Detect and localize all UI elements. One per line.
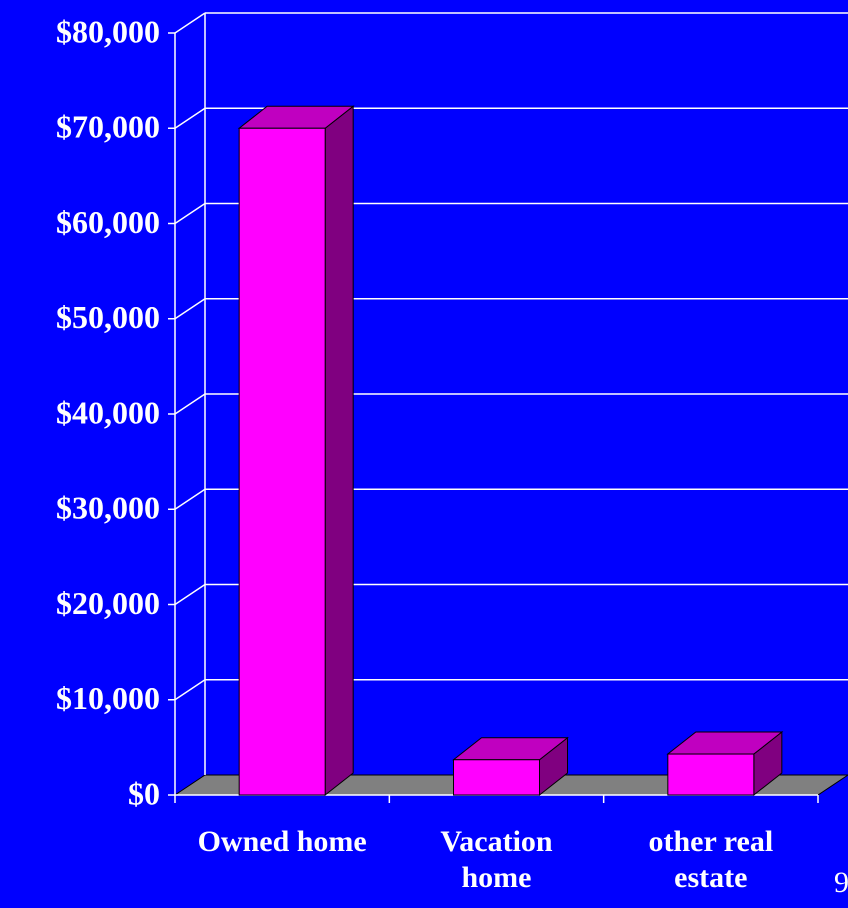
- grid-line-side: [174, 202, 206, 225]
- x-tick-label: Vacation home: [440, 825, 553, 894]
- grid-line-side: [174, 583, 206, 606]
- grid-line-side: [174, 679, 206, 701]
- grid-line-side: [174, 298, 206, 320]
- y-tick-label: $60,000: [56, 204, 160, 240]
- grid-line-side: [174, 107, 206, 129]
- x-tick-label: other real estate: [648, 825, 774, 894]
- grid-line-side: [174, 12, 206, 34]
- page-number: 9: [834, 866, 848, 899]
- bar: [238, 127, 326, 796]
- y-tick-label: $20,000: [56, 585, 160, 621]
- x-tick-label: Owned home: [197, 825, 367, 858]
- y-tick-label: $80,000: [56, 13, 160, 49]
- y-tick-label: $70,000: [56, 109, 160, 145]
- grid-line-side: [174, 488, 206, 510]
- grid-line-side: [174, 393, 206, 415]
- bar-side: [324, 105, 354, 797]
- y-tick-label: $0: [128, 775, 160, 811]
- bar: [453, 759, 540, 796]
- y-tick-label: $40,000: [56, 394, 160, 430]
- y-tick-label: $50,000: [56, 299, 160, 335]
- y-tick-label: $10,000: [56, 680, 160, 716]
- bar: [667, 753, 755, 796]
- y-tick-label: $30,000: [56, 490, 160, 526]
